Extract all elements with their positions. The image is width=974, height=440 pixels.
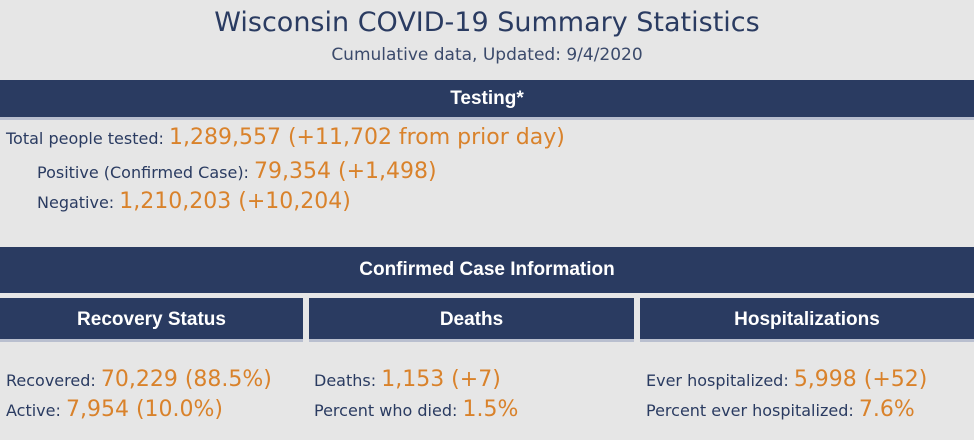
hospitalizations-header: Hospitalizations — [640, 298, 974, 342]
ever-hospitalized-row: Ever hospitalized: 5,998 (+52) — [646, 366, 927, 395]
percent-died-row: Percent who died: 1.5% — [314, 396, 518, 425]
total-tested-label: Total people tested: — [6, 129, 164, 148]
recovered-row: Recovered: 70,229 (88.5%) — [6, 366, 272, 395]
ever-hospitalized-label: Ever hospitalized: — [646, 371, 789, 390]
confirmed-case-header-bar: Confirmed Case Information — [0, 247, 974, 293]
divider — [0, 117, 974, 120]
percent-died-value: 1.5% — [462, 397, 519, 422]
page-subtitle: Cumulative data, Updated: 9/4/2020 — [331, 45, 643, 65]
divider — [309, 339, 634, 342]
hospitalizations-heading: Hospitalizations — [734, 309, 880, 330]
percent-hospitalized-label: Percent ever hospitalized: — [646, 401, 854, 420]
page-title: Wisconsin COVID-19 Summary Statistics — [214, 7, 760, 38]
divider — [0, 339, 303, 342]
active-row: Active: 7,954 (10.0%) — [6, 396, 223, 425]
positive-label: Positive (Confirmed Case): — [37, 163, 249, 182]
negative-row: Negative: 1,210,203 (+10,204) — [37, 188, 351, 217]
deaths-label: Deaths: — [314, 371, 377, 390]
recovery-status-header: Recovery Status — [0, 298, 303, 342]
recovered-label: Recovered: — [6, 371, 96, 390]
percent-died-label: Percent who died: — [314, 401, 458, 420]
deaths-header: Deaths — [309, 298, 634, 342]
ever-hospitalized-value: 5,998 (+52) — [793, 367, 928, 392]
deaths-value: 1,153 (+7) — [381, 367, 501, 392]
recovery-panel: Recovered: 70,229 (88.5%) Active: 7,954 … — [0, 342, 303, 440]
deaths-panel: Deaths: 1,153 (+7) Percent who died: 1.5… — [309, 342, 634, 440]
hospitalizations-panel: Ever hospitalized: 5,998 (+52) Percent e… — [640, 342, 974, 440]
page-header: Wisconsin COVID-19 Summary Statistics Cu… — [0, 0, 974, 72]
confirmed-case-heading: Confirmed Case Information — [359, 259, 615, 280]
negative-value: 1,210,203 (+10,204) — [119, 189, 351, 214]
active-value: 7,954 (10.0%) — [65, 397, 224, 422]
testing-header-bar: Testing* — [0, 80, 974, 120]
positive-row: Positive (Confirmed Case): 79,354 (+1,49… — [37, 158, 437, 187]
recovered-value: 70,229 (88.5%) — [100, 367, 272, 392]
total-tested-row: Total people tested: 1,289,557 (+11,702 … — [6, 124, 565, 153]
testing-panel: Total people tested: 1,289,557 (+11,702 … — [0, 120, 974, 242]
deaths-row: Deaths: 1,153 (+7) — [314, 366, 501, 395]
percent-hospitalized-row: Percent ever hospitalized: 7.6% — [646, 396, 915, 425]
active-label: Active: — [6, 401, 61, 420]
divider — [640, 339, 974, 342]
negative-label: Negative: — [37, 193, 115, 212]
testing-heading: Testing* — [450, 88, 524, 109]
total-tested-value: 1,289,557 (+11,702 from prior day) — [168, 125, 565, 150]
recovery-status-heading: Recovery Status — [77, 309, 226, 330]
percent-hospitalized-value: 7.6% — [858, 397, 915, 422]
positive-value: 79,354 (+1,498) — [254, 159, 437, 184]
deaths-heading: Deaths — [439, 309, 504, 330]
